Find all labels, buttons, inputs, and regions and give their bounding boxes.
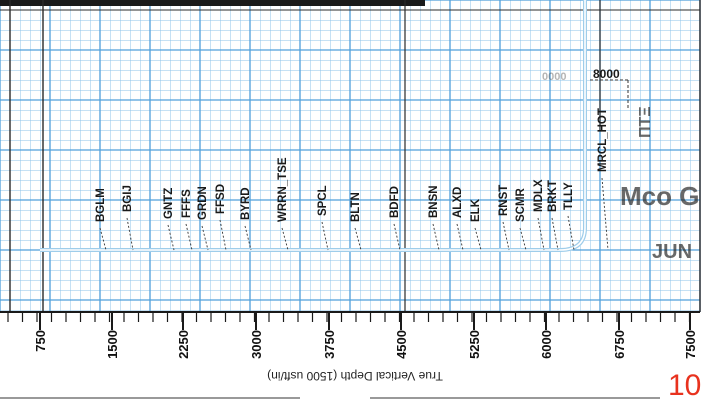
formation-label: ALXD: [452, 187, 464, 218]
formation-label: BDFD: [389, 186, 401, 218]
formation-label: WRRN_TSE: [277, 157, 289, 222]
formation-label: BYRD: [240, 187, 252, 220]
depth-tick-label: 4500: [394, 330, 409, 359]
formation-label: ELK: [470, 198, 482, 222]
formation-label: FFFS: [181, 189, 193, 218]
top-form-border: [0, 0, 425, 6]
formation-label: GNTZ: [163, 188, 175, 219]
depth-tick-label: 1500: [105, 330, 120, 359]
formation-leader: [502, 221, 510, 251]
formation-label: GRDN: [197, 186, 209, 220]
formation-leader: [167, 224, 175, 251]
formation-leader: [321, 221, 329, 251]
formation-label: MDLX: [533, 179, 545, 212]
major-grid-lines: [0, 0, 701, 312]
depth-tick-label: 750: [33, 330, 48, 352]
depth-tick-label: 7500: [683, 330, 698, 359]
formation-label: TLLY: [563, 182, 575, 210]
depth-tick-label: 5250: [467, 330, 482, 359]
formation-label: SCMR: [515, 187, 527, 222]
faded-depth-label: 0000: [542, 71, 566, 83]
page-number: 10: [668, 369, 701, 401]
well-path-inner: [40, 0, 586, 251]
formation-leader: [537, 217, 545, 251]
formation-label: FFSD: [215, 184, 227, 214]
bleed-line-2: JUN: [652, 241, 692, 263]
bleed-glyphs: ΠΤΞ: [637, 106, 654, 138]
formation-label: BGLM: [95, 188, 107, 222]
formation-leader: [432, 223, 440, 251]
depth-tick-label: 3000: [249, 330, 264, 359]
formation-label: BNSN: [428, 185, 440, 218]
formation-leader: [456, 223, 464, 251]
formation-label: BGIJ: [122, 185, 134, 212]
formation-leader: [126, 217, 134, 251]
formation-leader: [185, 223, 193, 251]
depth-tick-label: 2250: [176, 330, 191, 359]
formation-leader: [201, 225, 209, 251]
bleed-through-text: ΠΤΞ Mco G JUN: [620, 106, 699, 263]
formation-leader: [244, 225, 252, 251]
depth-axis-label: True Vertical Depth (1500 usft/in): [267, 369, 443, 383]
depth-axis-tick-labels: 750 1500 2250 3000 3750 4500 5250 6000 6750 7500: [33, 330, 698, 359]
formation-leader: [567, 215, 575, 251]
formation-leader: [551, 217, 559, 251]
bleed-line-1: Mco G: [620, 181, 699, 211]
depth-tick-label: 6000: [539, 330, 554, 359]
formation-label: RNST: [498, 185, 510, 216]
formation-label: MRCL_HOT: [597, 108, 609, 172]
formation-label: BLTN: [350, 192, 362, 222]
formation-leader: [601, 177, 609, 251]
depth-tick-label: 6750: [612, 330, 627, 359]
depth-tick-label: 3750: [322, 330, 337, 359]
depth-axis-ticks: [7, 312, 691, 330]
formation-leader: [219, 219, 227, 251]
depth-marker-label: 8000: [593, 67, 620, 81]
formation-label: BRKT: [547, 180, 559, 212]
formation-tops: BGLM BGIJ GNTZ FFFS GRDN FFSD BYRD WRRN_TSE SPCL…: [95, 108, 609, 251]
formation-leader: [393, 223, 401, 251]
formation-label: SPCL: [317, 185, 329, 216]
